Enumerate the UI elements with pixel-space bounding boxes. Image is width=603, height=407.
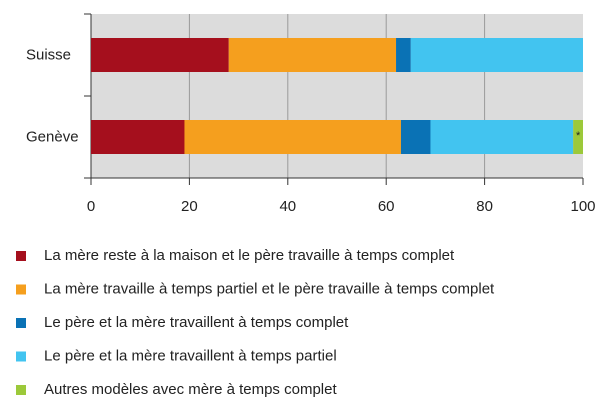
x-tick-label: 100 [570, 198, 595, 215]
x-tick-label: 60 [378, 198, 395, 215]
bar-segment [91, 120, 185, 154]
bar-segment [573, 120, 583, 154]
legend-swatch [16, 318, 26, 328]
legend-label: Le père et la mère travaillent à temps p… [44, 347, 337, 364]
x-tick-label: 0 [87, 198, 95, 215]
legend-swatch [16, 385, 26, 395]
bar-segment [430, 120, 574, 154]
bar-segment [410, 38, 583, 72]
legend-label: Autres modèles avec mère à temps complet [44, 381, 337, 398]
bar-segment [184, 120, 401, 154]
bar-segment [400, 120, 431, 154]
bar-segment [396, 38, 411, 72]
bar-segment [91, 38, 229, 72]
legend-label: Le père et la mère travaillent à temps c… [44, 314, 349, 331]
annotation: * [576, 130, 581, 142]
legend-swatch [16, 251, 26, 261]
y-tick-label: Suisse [26, 46, 71, 63]
legend-label: La mère travaille à temps partiel et le … [44, 280, 495, 297]
y-tick-label: Genève [26, 128, 79, 145]
x-tick-label: 40 [279, 198, 296, 215]
x-tick-label: 20 [181, 198, 198, 215]
legend-swatch [16, 351, 26, 362]
legend-label: La mère reste à la maison et le père tra… [44, 247, 455, 264]
legend-swatch [16, 284, 26, 295]
x-tick-label: 80 [476, 198, 493, 215]
bar-segment [228, 38, 397, 72]
